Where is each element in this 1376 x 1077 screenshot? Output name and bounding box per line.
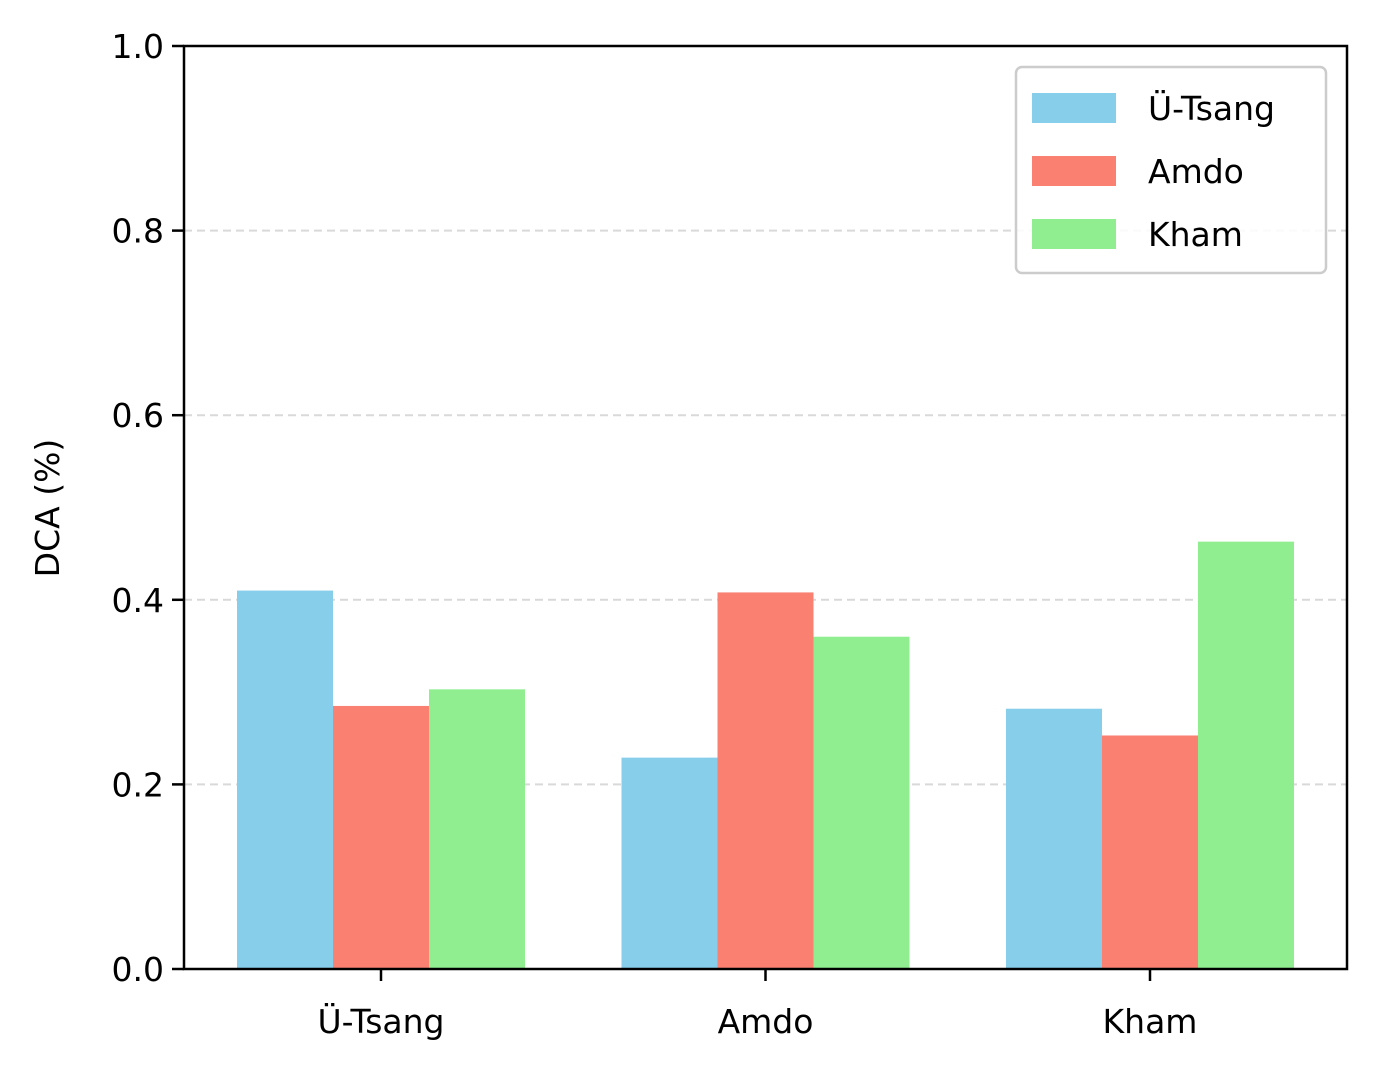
legend-label: Ü-Tsang xyxy=(1148,88,1275,128)
legend-swatch xyxy=(1032,219,1116,249)
y-tick-label: 0.0 xyxy=(112,950,164,989)
bar xyxy=(1006,708,1102,969)
x-tick-label: Kham xyxy=(1103,1002,1198,1041)
bar xyxy=(813,636,910,969)
y-tick-label: 0.4 xyxy=(112,581,164,620)
bar xyxy=(237,590,333,969)
y-tick-label: 0.8 xyxy=(112,212,164,251)
bar xyxy=(429,689,525,969)
legend-label: Kham xyxy=(1148,215,1243,254)
y-tick-label: 0.6 xyxy=(112,396,164,435)
axes-layer: 0.0 0.2 0.4 0.6 0.8 1.0 Ü-Tsang Amdo Kham xyxy=(112,27,1349,1041)
bar xyxy=(1102,735,1198,969)
y-tick-label: 0.2 xyxy=(112,765,164,804)
legend: Ü-Tsang Amdo Kham xyxy=(1014,65,1328,275)
legend-swatch xyxy=(1032,93,1116,123)
bar xyxy=(1198,541,1294,969)
bar xyxy=(717,592,814,969)
legend-label: Amdo xyxy=(1148,152,1244,191)
y-axis-title: DCA (%) xyxy=(28,439,67,578)
legend-swatch xyxy=(1032,156,1116,186)
x-tick-label: Ü-Tsang xyxy=(317,1001,444,1041)
bar xyxy=(621,757,718,969)
bar xyxy=(333,705,429,969)
bars-layer xyxy=(237,541,1294,969)
x-tick-label: Amdo xyxy=(718,1002,814,1041)
y-tick-label: 1.0 xyxy=(112,27,164,66)
